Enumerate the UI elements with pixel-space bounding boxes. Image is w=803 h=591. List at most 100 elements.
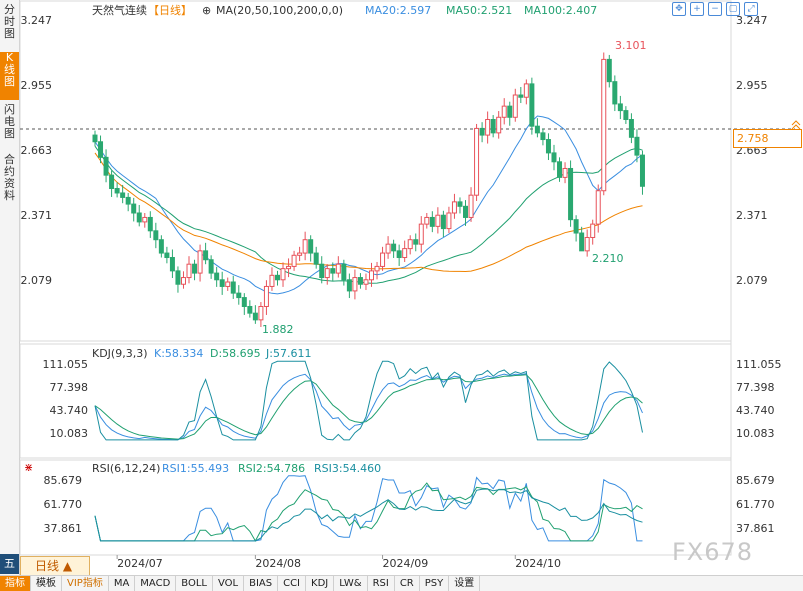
candle-body xyxy=(330,268,336,274)
watermark: FX678 xyxy=(672,538,754,566)
rsi-axis-tick-left: 85.679 xyxy=(44,474,83,487)
side-tab-flash[interactable]: 闪电图 xyxy=(4,103,15,140)
kline-chart[interactable]: 天然气连续 【日线】 ⊕ MA(20,50,100,200,0,0) MA20:… xyxy=(0,0,803,575)
moving-average-lines xyxy=(94,115,643,295)
side-tab-contract-info[interactable]: 合约资料 xyxy=(4,153,15,202)
kdj-d-readout: D:58.695 xyxy=(210,347,261,360)
rsi-y-axis: 85.679 85.679 61.770 61.770 37.861 37.861 xyxy=(44,474,775,535)
candle-body xyxy=(490,119,496,134)
candle-body xyxy=(435,214,441,227)
period-tag: 【日线】 xyxy=(148,3,192,17)
side-tab-timeshare[interactable]: 分时图 xyxy=(4,3,15,40)
fit-icon[interactable]: ▢ xyxy=(726,2,740,16)
ma20-line xyxy=(94,115,643,295)
candle-body xyxy=(623,110,629,121)
candle-body xyxy=(308,239,314,254)
candle-body xyxy=(557,161,563,178)
kdj-axis-tick-left: 111.055 xyxy=(43,358,89,371)
last-price-badge: 2.758 xyxy=(733,129,802,148)
candle-body xyxy=(385,243,391,254)
candle-body xyxy=(197,250,203,274)
candle-body xyxy=(590,223,596,238)
main-y-axis: 3.2473.2472.9552.9552.6632.6632.3712.371… xyxy=(21,14,768,287)
candle-body xyxy=(601,58,607,192)
kdj-d-line xyxy=(94,374,643,440)
zoom-out-icon[interactable]: − xyxy=(708,2,722,16)
candle-body xyxy=(457,201,463,207)
candle-body xyxy=(98,141,104,158)
main-axis-tick: 2.371 xyxy=(736,209,768,222)
candle-body xyxy=(252,312,258,321)
candle-body xyxy=(534,125,540,134)
rsi-axis-tick-left: 61.770 xyxy=(44,498,83,511)
candle-body xyxy=(407,239,413,250)
candle-body xyxy=(214,272,220,281)
candle-body xyxy=(628,119,634,138)
chart-toolbar: ✥ + − ▢ ⤢ xyxy=(672,2,758,16)
candle-body xyxy=(391,243,397,252)
candle-body xyxy=(319,263,325,279)
candle-body xyxy=(109,174,115,190)
period-selector[interactable]: 日线 ▲ xyxy=(20,556,90,576)
kdj-k-readout: K:58.334 xyxy=(154,347,203,360)
tab-rsi[interactable]: RSI xyxy=(368,576,395,591)
main-axis-tick-left: 2.663 xyxy=(21,144,53,157)
candle-body xyxy=(529,83,535,127)
instrument-name: 天然气连续 xyxy=(92,3,147,17)
candle-body xyxy=(263,285,269,307)
zoom-in-icon[interactable]: + xyxy=(690,2,704,16)
candle-body xyxy=(158,239,164,254)
arrow-up-icon[interactable] xyxy=(791,120,801,130)
indicator-tab-bar: 指标 模板 VIP指标 MA MACD BOLL VOL BIAS CCI KD… xyxy=(0,575,803,591)
candle-body xyxy=(219,279,225,287)
candle-body xyxy=(479,127,485,136)
kdj-axis-tick: 43.740 xyxy=(736,404,775,417)
tab-ma[interactable]: MA xyxy=(109,576,136,591)
rsi2-readout: RSI2:54.786 xyxy=(238,462,305,475)
main-axis-tick: 2.955 xyxy=(736,79,768,92)
candle-body xyxy=(595,190,601,225)
tab-boll[interactable]: BOLL xyxy=(176,576,213,591)
candle-body xyxy=(551,152,557,163)
candle-body xyxy=(142,216,148,223)
main-axis-tick-left: 2.371 xyxy=(21,209,53,222)
tab-cr[interactable]: CR xyxy=(395,576,420,591)
tab-vip-indicators[interactable]: VIP指标 xyxy=(62,576,109,591)
kdj-axis-tick: 10.083 xyxy=(736,427,775,440)
move-icon[interactable]: ✥ xyxy=(672,2,686,16)
candle-body xyxy=(286,265,292,270)
rsi-axis-tick: 85.679 xyxy=(736,474,775,487)
ma50-line xyxy=(94,145,643,284)
tab-bias[interactable]: BIAS xyxy=(244,576,279,591)
tab-macd[interactable]: MACD xyxy=(135,576,177,591)
candle-body xyxy=(518,94,524,98)
settings-icon[interactable]: ⊕ xyxy=(202,4,211,17)
main-panel-frame xyxy=(19,0,732,342)
candle-body xyxy=(424,216,430,225)
tab-lwr[interactable]: LW& xyxy=(334,576,368,591)
ma-params: MA(20,50,100,200,0,0) xyxy=(216,4,343,17)
tab-psy[interactable]: PSY xyxy=(420,576,450,591)
candle-body xyxy=(562,167,568,178)
tab-vol[interactable]: VOL xyxy=(213,576,245,591)
main-axis-tick-left: 2.079 xyxy=(21,274,53,287)
tab-indicators[interactable]: 指标 xyxy=(0,576,31,591)
main-axis-tick: 2.079 xyxy=(736,274,768,287)
fullscreen-icon[interactable]: ⤢ xyxy=(744,2,758,16)
candle-body xyxy=(369,270,374,281)
candle-body xyxy=(512,94,518,118)
tab-kdj[interactable]: KDJ xyxy=(306,576,335,591)
kdj-axis-tick: 77.398 xyxy=(736,381,775,394)
wu-button[interactable]: 五 xyxy=(0,554,19,574)
x-axis: 2024/07 2024/08 2024/09 2024/10 xyxy=(116,555,561,570)
candle-body xyxy=(120,192,126,198)
candle-body xyxy=(225,281,231,287)
tab-templates[interactable]: 模板 xyxy=(31,576,62,591)
tab-settings[interactable]: 设置 xyxy=(449,576,481,591)
tab-cci[interactable]: CCI xyxy=(278,576,307,591)
crosshair-icon[interactable]: ⋇ xyxy=(24,461,33,474)
x-axis-label: 2024/08 xyxy=(255,557,301,570)
candle-body xyxy=(297,252,303,256)
kdj-j-readout: J:57.611 xyxy=(265,347,311,360)
